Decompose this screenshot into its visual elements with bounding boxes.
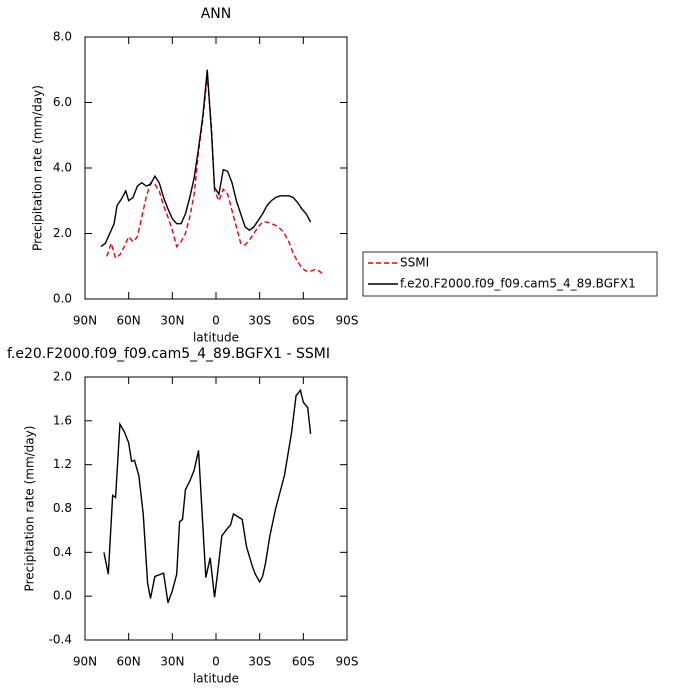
legend-label: f.e20.F2000.f09_f09.cam5_4_89.BGFX1 xyxy=(400,277,636,291)
y-tick-label: 1.2 xyxy=(53,457,72,471)
y-tick-label: 0.0 xyxy=(53,292,72,306)
x-tick-label: 90S xyxy=(336,655,359,669)
x-tick-label: 0 xyxy=(212,655,220,669)
x-tick-label: 30N xyxy=(160,314,184,328)
y-axis-label: Precipitation rate (mm/day) xyxy=(31,85,45,251)
x-axis-label: latitude xyxy=(193,672,239,686)
y-tick-label: 0.0 xyxy=(53,589,72,603)
plot-frame xyxy=(84,376,348,641)
plot-frame xyxy=(84,36,348,300)
x-tick-label: 90S xyxy=(336,314,359,328)
legend-box xyxy=(362,251,658,297)
y-tick-label: -0.4 xyxy=(49,633,72,647)
x-tick-label: 30N xyxy=(160,655,184,669)
data-line xyxy=(100,69,312,248)
y-tick-label: 0.4 xyxy=(53,545,72,559)
y-tick-label: 4.0 xyxy=(53,161,72,175)
y-tick-label: 6.0 xyxy=(53,95,72,109)
y-axis-label: Precipitation rate (mm/day) xyxy=(23,426,37,592)
data-line xyxy=(103,388,312,603)
y-tick-label: 2.0 xyxy=(53,370,72,384)
y-tick-label: 0.8 xyxy=(53,501,72,515)
x-tick-label: 60N xyxy=(117,655,141,669)
x-tick-label: 90N xyxy=(73,655,97,669)
x-tick-label: 30S xyxy=(248,314,271,328)
x-axis-label: latitude xyxy=(193,331,239,345)
chart-title: ANN xyxy=(201,6,232,22)
x-tick-label: 60S xyxy=(292,655,315,669)
y-tick-label: 2.0 xyxy=(53,226,72,240)
chart-title: f.e20.F2000.f09_f09.cam5_4_89.BGFX1 - SS… xyxy=(7,346,330,362)
x-tick-label: 30S xyxy=(248,655,271,669)
y-tick-label: 8.0 xyxy=(53,30,72,44)
x-tick-label: 60S xyxy=(292,314,315,328)
legend-label: SSMI xyxy=(400,256,429,270)
y-tick-label: 1.6 xyxy=(53,413,72,427)
data-line xyxy=(106,76,325,275)
x-tick-label: 60N xyxy=(117,314,141,328)
x-tick-label: 90N xyxy=(73,314,97,328)
x-tick-label: 0 xyxy=(212,314,220,328)
